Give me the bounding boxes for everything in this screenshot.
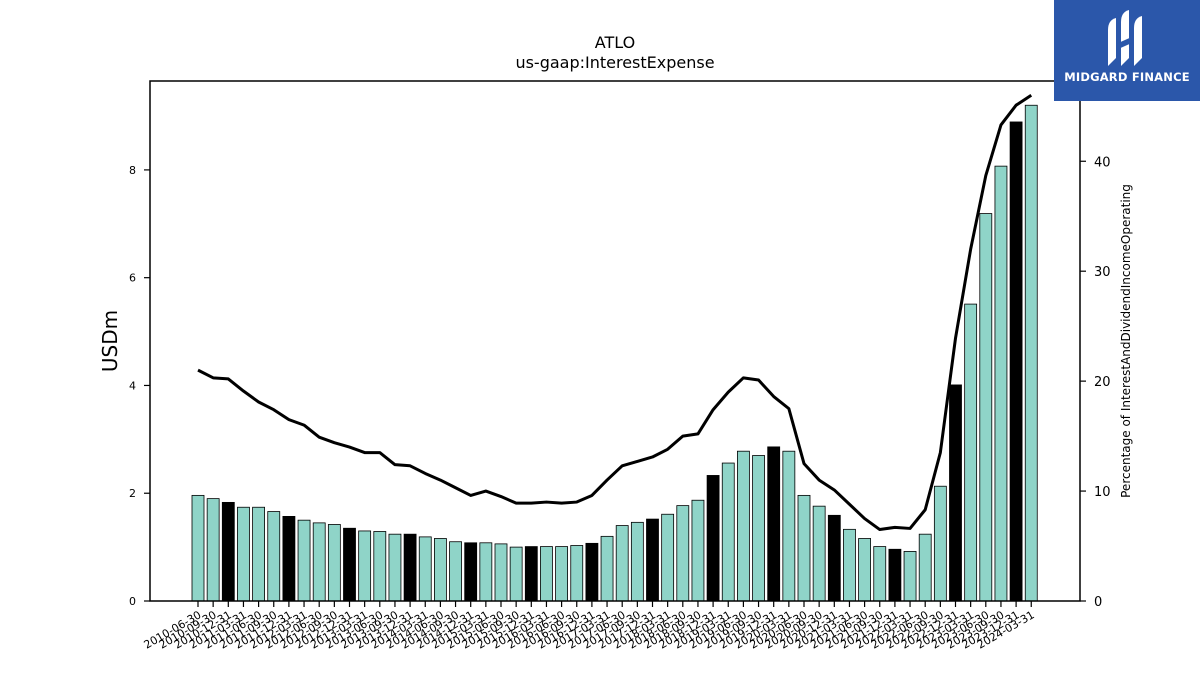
bar: [252, 506, 266, 602]
bar: [524, 546, 538, 602]
bar: [721, 462, 735, 602]
bar: [630, 521, 644, 602]
chart-title: ATLO: [595, 33, 635, 52]
y2-tick-label: 20: [1094, 375, 1111, 390]
bar: [979, 213, 993, 602]
y-tick-label: 8: [129, 164, 136, 177]
bar: [1009, 121, 1023, 602]
y2-axis-label: Percentage of InterestAndDividendIncomeO…: [1119, 184, 1133, 498]
logo-text: MIDGARD FINANCE: [1064, 70, 1190, 84]
logo-mark-icon: [1108, 10, 1142, 66]
bar: [570, 545, 584, 602]
bar: [540, 546, 553, 602]
chart-subtitle: us-gaap:InterestExpense: [515, 53, 714, 72]
bar: [706, 475, 720, 602]
bar: [237, 506, 250, 602]
brand-logo: MIDGARD FINANCE: [1054, 0, 1200, 101]
bar: [676, 505, 690, 602]
y-tick-label: 2: [129, 487, 136, 500]
bar: [494, 543, 508, 602]
bar: [858, 538, 871, 602]
y-axis-left: 0 2 4 6 8: [129, 164, 150, 608]
bar: [433, 538, 447, 602]
bar: [615, 525, 629, 602]
line-group: [197, 94, 1033, 532]
bar: [767, 446, 781, 602]
bar: [918, 533, 932, 602]
bar: [888, 548, 902, 602]
bar: [585, 542, 599, 602]
bar: [327, 524, 341, 602]
bar: [373, 531, 387, 602]
bar: [418, 536, 432, 602]
bar: [267, 511, 281, 602]
bar: [964, 303, 978, 602]
bar: [464, 542, 478, 602]
bar: [282, 516, 296, 602]
bar: [555, 546, 568, 602]
bar: [873, 546, 887, 602]
y2-tick-label: 40: [1094, 155, 1111, 170]
bar: [509, 546, 523, 602]
bar: [827, 514, 841, 602]
bar: [812, 505, 826, 602]
bar: [797, 494, 811, 602]
y2-tick-label: 0: [1094, 595, 1102, 610]
bar: [343, 527, 356, 602]
y-axis-label: USDm: [98, 310, 122, 372]
bar: [403, 533, 417, 602]
bar: [752, 455, 765, 602]
bar: [221, 501, 235, 602]
bar: [449, 541, 462, 602]
y2-tick-label: 10: [1094, 485, 1111, 500]
y-tick-label: 6: [129, 272, 136, 285]
bar: [782, 450, 796, 602]
bar: [646, 518, 659, 602]
y-tick-label: 4: [129, 379, 136, 392]
y-axis-right: 0 10 20 30 40: [1080, 155, 1111, 610]
bar: [933, 485, 947, 602]
bar: [479, 542, 493, 602]
bar: [737, 450, 750, 602]
bar: [1024, 104, 1038, 602]
bar: [312, 522, 326, 602]
bar: [661, 513, 675, 602]
bar: [297, 519, 311, 602]
bar: [600, 535, 614, 602]
bar: [843, 528, 856, 602]
percentage-line: [197, 94, 1033, 532]
bar: [949, 384, 962, 602]
bar: [206, 498, 220, 602]
x-axis: 2010-06-302010-09-302010-12-312011-03-31…: [142, 601, 1037, 652]
bar: [994, 165, 1008, 602]
bar: [691, 499, 705, 602]
bar: [358, 530, 372, 602]
bar: [191, 494, 205, 602]
y-tick-label: 0: [129, 595, 136, 608]
y2-tick-label: 30: [1094, 265, 1111, 280]
plot-frame: [149, 80, 1081, 602]
bar: [903, 551, 917, 602]
bar: [388, 533, 402, 602]
